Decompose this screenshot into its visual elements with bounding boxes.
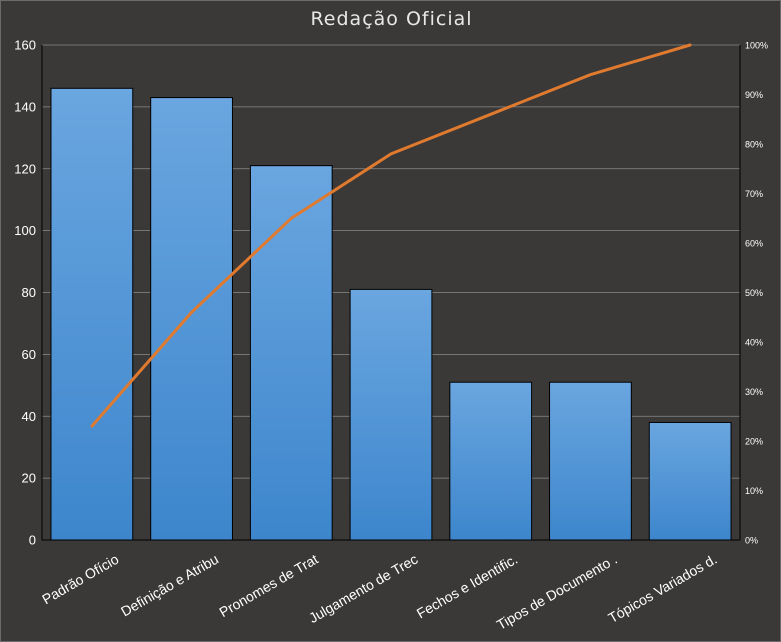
line-point: [490, 113, 492, 115]
category-label: Definição e Atribu: [118, 551, 221, 620]
line-point: [290, 217, 292, 219]
y2-tick-label: 60%: [745, 239, 763, 249]
chart-title: Redação Oficial: [310, 8, 473, 30]
y2-tick-label: 80%: [745, 140, 763, 150]
y-tick-label: 120: [14, 161, 36, 176]
y2-tick-label: 0%: [745, 536, 758, 546]
line-point: [191, 311, 193, 313]
y-tick-label: 40: [22, 409, 36, 424]
y-tick-label: 60: [22, 347, 36, 362]
y-tick-label: 80: [22, 285, 36, 300]
line-point: [91, 425, 93, 427]
bar: [648, 421, 732, 541]
cumulative-line-series: [90, 43, 692, 428]
y-tick-label: 160: [14, 38, 36, 53]
category-label: Pronomes de Trat: [216, 551, 320, 621]
category-label: Padrão Ofício: [39, 551, 121, 608]
bar: [50, 87, 134, 541]
bar: [549, 381, 632, 541]
y-tick-label: 0: [29, 533, 36, 548]
line-point: [689, 44, 691, 46]
y2-tick-label: 70%: [745, 189, 763, 199]
bar: [150, 97, 233, 541]
bar-series: [50, 87, 732, 541]
y2-tick-label: 40%: [745, 338, 763, 348]
bar: [449, 381, 533, 541]
line-point: [390, 153, 392, 155]
y2-tick-label: 50%: [745, 288, 763, 298]
y2-tick-label: 20%: [745, 437, 763, 447]
y-tick-label: 100: [14, 223, 36, 238]
y-tick-label: 140: [14, 99, 36, 114]
bar: [249, 165, 333, 541]
category-label: Fechos e Identific.: [414, 551, 520, 622]
right-axis: 0% 10% 20% 30% 40% 50% 60% 70% 80% 90% 100%: [739, 41, 768, 546]
category-label: Tópicos Variados d.: [605, 551, 719, 626]
line-point: [589, 74, 591, 76]
y-tick-label: 20: [22, 471, 36, 486]
y2-tick-label: 90%: [745, 90, 763, 100]
bar: [349, 288, 433, 541]
y2-tick-label: 10%: [745, 486, 763, 496]
y2-tick-label: 30%: [745, 387, 763, 397]
y2-tick-label: 100%: [745, 41, 768, 51]
category-label: Julgamento de Trec: [306, 551, 420, 626]
